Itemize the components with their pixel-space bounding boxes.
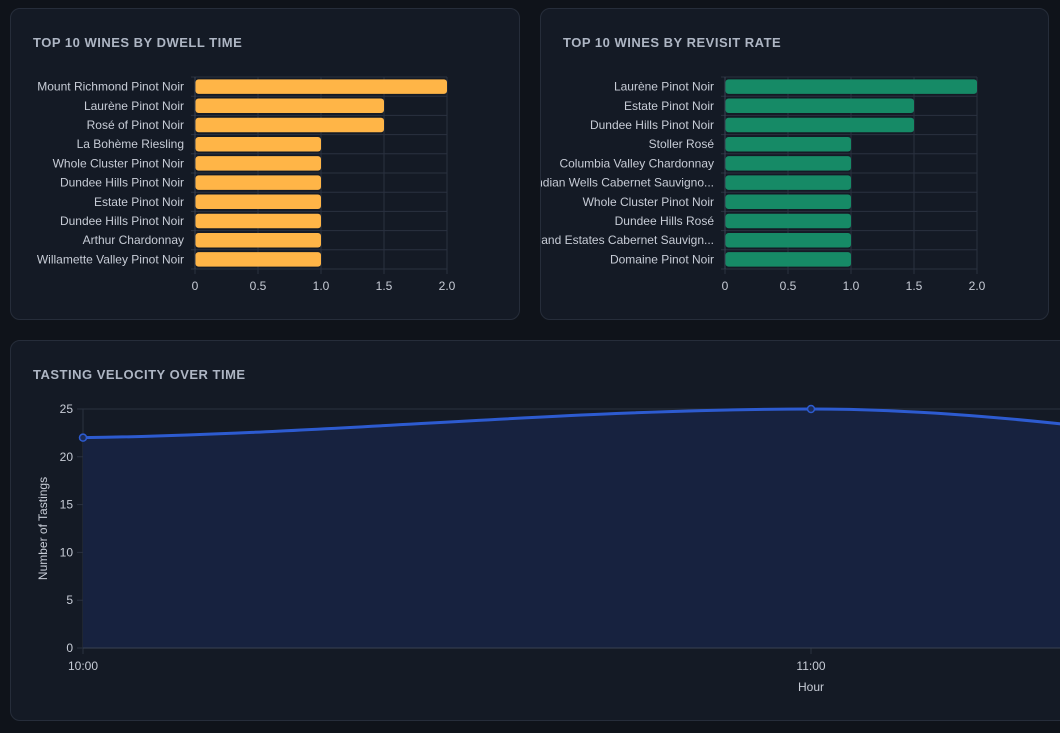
dwell-category-label: Willamette Valley Pinot Noir [37,252,184,266]
revisit-bar [725,98,914,114]
dwell-time-chart: 0 0.5 1.0 1.5 2.0 Mount Richmond Pinot Noir La… [37,76,456,293]
revisit-rate-title: TOP 10 WINES BY REVISIT RATE [563,35,782,50]
revisit-x-tick: 2.0 [969,279,986,293]
velocity-x-axis-title: Hour [798,680,824,694]
velocity-point [806,404,816,414]
revisit-x-tick: 1.0 [843,279,860,293]
dwell-category-label: Mount Richmond Pinot Noir [37,80,184,94]
revisit-rate-card: TOP 10 WINES BY REVISIT RATE 0 0.5 1.0 1.5 2… [540,8,1049,320]
dwell-bar [195,232,321,248]
dwell-category-label: Whole Cluster Pinot Noir [53,156,184,170]
revisit-bar [725,175,851,190]
revisit-bar [725,194,851,210]
dwell-bar [195,136,321,152]
dwell-bar [195,194,321,210]
dwell-bar [195,117,384,133]
revisit-category-label: Laurène Pinot Noir [614,80,714,94]
velocity-y-tick: 25 [60,402,74,416]
revisit-bar [725,232,851,248]
revisit-bar [725,213,851,229]
revisit-bar [725,136,851,152]
revisit-bar [725,117,914,133]
velocity-x-tick: 11:00 [796,659,825,673]
velocity-point [78,433,88,442]
dwell-bar [195,79,447,94]
dwell-bar [195,156,321,171]
revisit-x-tick: 0.5 [780,279,797,293]
dwell-category-label: Arthur Chardonnay [83,233,184,247]
dwell-x-tick: 2.0 [439,279,456,293]
dwell-bar [195,98,384,114]
revisit-x-tick: 0 [722,279,729,293]
dwell-category-label: Dundee Hills Pinot Noir [60,214,184,228]
revisit-rate-chart: 0 0.5 1.0 1.5 2.0 Laurène Pinot Noir Estate Pi… [541,76,986,293]
velocity-y-tick: 0 [66,641,73,655]
velocity-y-tick: 10 [60,545,74,559]
dwell-time-title: TOP 10 WINES BY DWELL TIME [33,35,243,50]
revisit-category-label: Dundee Hills Rosé [615,214,715,228]
dwell-bar [195,175,321,190]
revisit-category-label: Domaine Pinot Noir [610,252,714,266]
dwell-category-label: La Bohème Riesling [77,137,184,151]
revisit-category-label: Dundee Hills Pinot Noir [590,118,714,132]
dwell-x-tick: 0.5 [250,279,267,293]
revisit-category-label: Stoller Rosé [649,137,715,151]
velocity-y-tick: 20 [60,450,74,464]
velocity-y-axis-title: Number of Tastings [36,477,50,580]
revisit-category-label: Columbia Valley Chardonnay [559,156,714,170]
revisit-category-label: Indian Wells Cabernet Sauvigno... [541,176,714,190]
velocity-y-tick: 15 [60,498,74,512]
dwell-x-tick: 1.0 [313,279,330,293]
dwell-category-label: Estate Pinot Noir [94,195,184,209]
tasting-velocity-card: TASTING VELOCITY OVER TIME 0 5 10 15 20 25 10:… [10,340,1060,721]
dwell-category-label: Laurène Pinot Noir [84,99,184,113]
dwell-x-tick: 0 [192,279,199,293]
revisit-bar [725,156,851,171]
dwell-bar [195,252,321,267]
velocity-y-tick: 5 [66,593,73,607]
dwell-bar [195,213,321,229]
dwell-time-card: TOP 10 WINES BY DWELL TIME 0 0.5 1.0 1.5 2.0… [10,8,520,320]
revisit-x-tick: 1.5 [906,279,923,293]
dwell-category-label: Dundee Hills Pinot Noir [60,176,184,190]
revisit-category-label: Whole Cluster Pinot Noir [583,195,714,209]
dwell-category-label: Rosé of Pinot Noir [87,118,184,132]
revisit-bar [725,252,851,267]
revisit-category-label: Grand Estates Cabernet Sauvign... [541,233,714,247]
tasting-velocity-title: TASTING VELOCITY OVER TIME [33,367,246,382]
revisit-category-label: Estate Pinot Noir [624,99,714,113]
revisit-bar [725,79,977,94]
dwell-x-tick: 1.5 [376,279,393,293]
velocity-x-tick: 10:00 [68,659,98,673]
velocity-area-fill [83,409,1060,648]
